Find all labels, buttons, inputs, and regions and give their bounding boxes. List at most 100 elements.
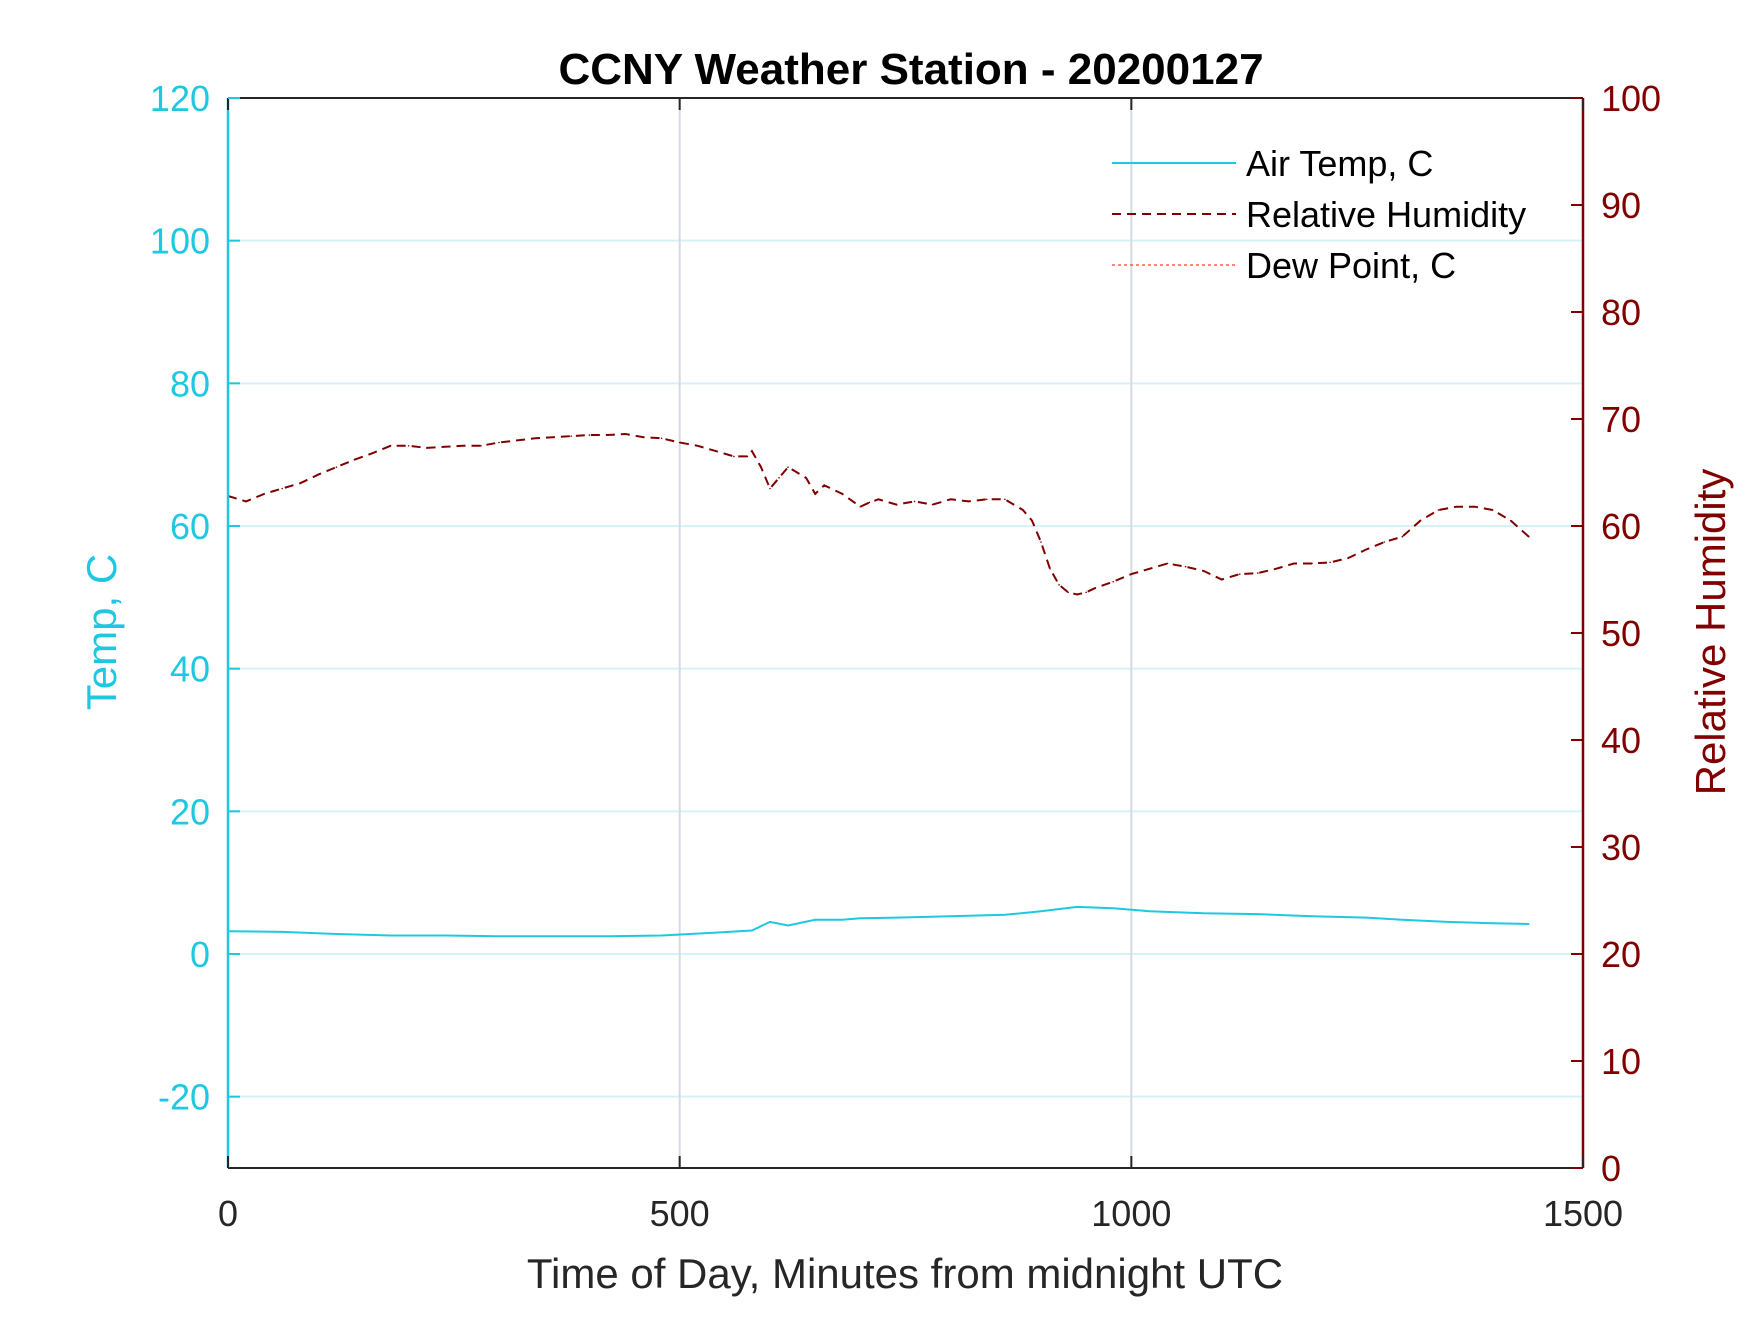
data-point: [1347, 557, 1349, 559]
left-y-tick-label: 20: [170, 791, 210, 832]
right-y-tick-label: 40: [1601, 720, 1641, 761]
data-point: [1094, 587, 1096, 589]
legend: Air Temp, C Relative Humidity Dew Point,…: [1112, 143, 1526, 286]
data-point: [624, 433, 627, 435]
data-point: [1293, 562, 1295, 565]
data-point: [1528, 535, 1530, 538]
right-y-tick-label: 0: [1601, 1148, 1621, 1189]
data-point: [1383, 541, 1386, 543]
right-y-tick-label: 100: [1601, 78, 1661, 119]
data-point: [660, 934, 663, 937]
data-point: [1491, 509, 1494, 511]
data-point: [263, 493, 265, 495]
data-point: [859, 505, 862, 508]
left-y-tick-label: 60: [170, 506, 210, 547]
data-point: [949, 915, 952, 917]
data-point: [660, 437, 663, 440]
data-point: [1076, 906, 1078, 908]
data-point: [281, 931, 284, 933]
data-point: [746, 455, 749, 458]
left-y-tick-label: -20: [158, 1077, 210, 1118]
data-point: [1067, 591, 1069, 594]
data-point: [1365, 916, 1367, 919]
data-point: [805, 477, 807, 479]
data-point: [1112, 580, 1115, 583]
data-point: [534, 437, 536, 440]
data-point: [1040, 541, 1042, 543]
right-y-tick-label: 30: [1601, 827, 1641, 868]
data-point: [552, 436, 554, 438]
data-point: [552, 935, 554, 937]
data-point: [877, 498, 880, 501]
data-point: [1022, 509, 1024, 511]
series-layer: [227, 432, 1530, 938]
data-point: [778, 477, 780, 479]
right-y-tick-label: 90: [1601, 185, 1641, 226]
data-point: [1238, 573, 1241, 575]
left-y-tick-label: 120: [150, 78, 210, 119]
x-tick-label: 1500: [1543, 1193, 1623, 1234]
data-point: [931, 503, 934, 506]
data-point: [1076, 593, 1078, 596]
data-point: [895, 916, 898, 919]
data-point: [1085, 591, 1087, 594]
left-y-tick-label: 40: [170, 649, 210, 690]
data-point: [841, 493, 844, 495]
data-point: [1311, 915, 1313, 917]
data-point: [949, 498, 952, 501]
data-point: [913, 500, 916, 503]
data-point: [1058, 584, 1060, 586]
legend-label-dew-point: Dew Point, C: [1246, 245, 1456, 286]
data-point: [760, 466, 762, 468]
data-point: [588, 434, 591, 436]
data-point: [733, 455, 735, 458]
data-point: [1329, 561, 1331, 564]
data-point: [1528, 923, 1530, 925]
data-point: [1491, 922, 1494, 925]
data-point: [868, 501, 871, 504]
data-point: [245, 500, 247, 503]
data-point: [814, 918, 816, 921]
x-tick-label: 0: [218, 1193, 238, 1234]
data-point: [696, 444, 699, 447]
data-point: [642, 436, 645, 438]
ticks-layer: 0 500 1000 1500 -20 0 20 40 60 80 100 120 0 10 20 30 40 5…: [150, 78, 1661, 1234]
data-point: [1473, 505, 1476, 508]
data-point: [769, 921, 771, 923]
data-point: [715, 931, 717, 934]
x-tick-label: 500: [650, 1193, 710, 1234]
series-line-1: [227, 432, 1530, 596]
data-point: [425, 447, 428, 449]
data-point: [1257, 913, 1259, 915]
data-point: [1446, 921, 1449, 923]
data-point: [1130, 573, 1133, 575]
data-point: [1455, 505, 1458, 508]
data-point: [1311, 562, 1313, 565]
grid-layer: [228, 98, 1583, 1168]
legend-label-relative-humidity: Relative Humidity: [1246, 194, 1526, 235]
right-y-tick-label: 10: [1601, 1041, 1641, 1082]
data-point: [1040, 910, 1042, 912]
data-point: [1202, 570, 1205, 572]
data-point: [1365, 548, 1367, 551]
data-point: [1419, 519, 1422, 522]
data-point: [751, 450, 753, 452]
data-point: [389, 934, 392, 937]
data-point: [1049, 568, 1051, 570]
data-point: [606, 434, 609, 436]
left-y-tick-label: 0: [190, 934, 210, 975]
right-y-tick-label: 60: [1601, 506, 1641, 547]
left-y-tick-label: 80: [170, 363, 210, 404]
data-point: [1437, 509, 1440, 511]
data-point: [516, 439, 518, 442]
data-point: [986, 498, 988, 501]
data-point: [1220, 578, 1223, 581]
left-y-tick-label: 100: [150, 221, 210, 262]
data-point: [823, 484, 825, 487]
data-point: [787, 466, 789, 468]
data-point: [1148, 568, 1151, 570]
data-point: [751, 929, 753, 932]
